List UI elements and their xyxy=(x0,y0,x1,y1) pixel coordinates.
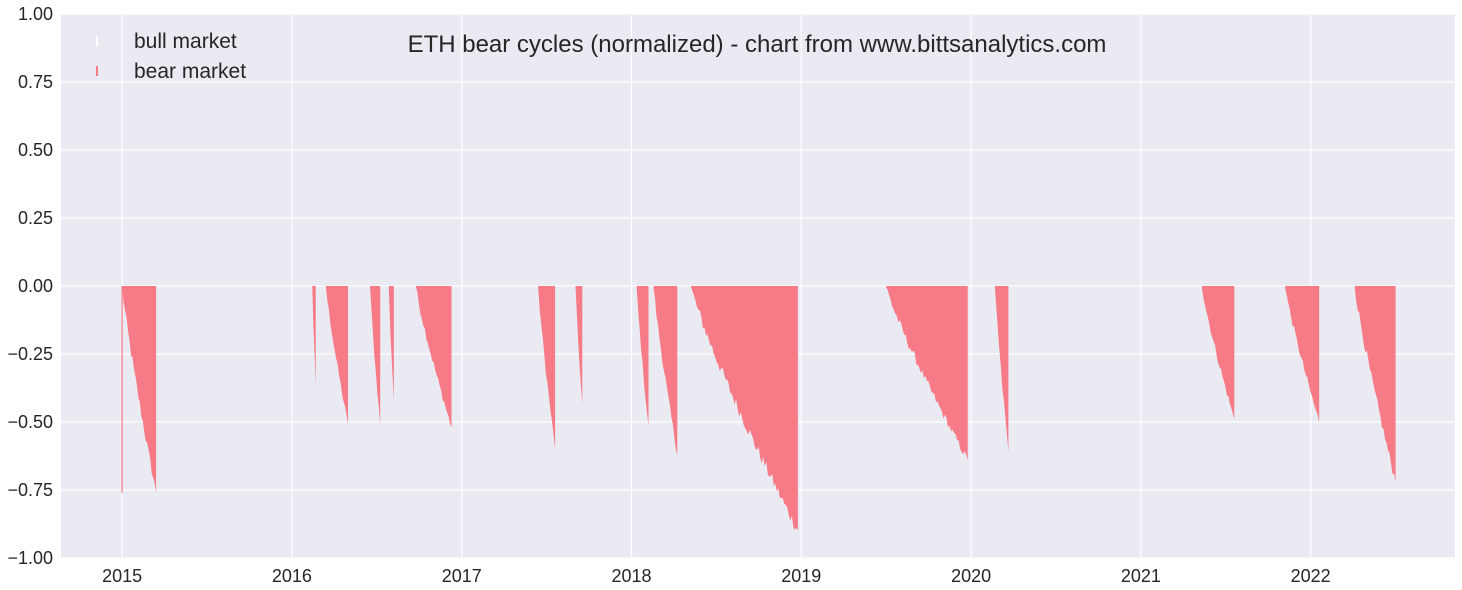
x-tick-label: 2021 xyxy=(1121,566,1161,586)
bear-market-bar xyxy=(1354,286,1396,482)
bear-market-bar xyxy=(325,286,348,425)
bear-market-bar xyxy=(653,286,678,455)
x-tick-label: 2015 xyxy=(102,566,142,586)
bear-market-bar xyxy=(690,286,798,531)
bear-market-bar xyxy=(994,286,1009,452)
x-tick-label: 2020 xyxy=(951,566,991,586)
y-tick-label: 1.00 xyxy=(18,4,53,24)
legend-label: bear market xyxy=(134,60,246,83)
bear-market-bar xyxy=(538,286,556,450)
bear-market-bar xyxy=(370,286,381,425)
x-tick-labels: 2015 2016 2017 2018 2019 2020 2021 2022 xyxy=(102,566,1331,586)
x-tick-label: 2016 xyxy=(272,566,312,586)
legend: bull market bear market xyxy=(96,30,246,83)
bear-market-bar xyxy=(1285,286,1320,422)
bear-market-bar xyxy=(312,286,316,385)
x-tick-label: 2019 xyxy=(781,566,821,586)
chart-title: ETH bear cycles (normalized) - chart fro… xyxy=(408,31,1107,58)
y-tick-label: −0.75 xyxy=(7,480,53,500)
y-tick-label: 0.00 xyxy=(18,276,53,296)
y-tick-labels: 1.00 0.75 0.50 0.25 0.00 −0.25 −0.50 −0.75 −1.00 xyxy=(7,4,53,568)
bear-market-bar xyxy=(388,286,394,401)
x-tick-label: 2017 xyxy=(442,566,482,586)
bear-market-bar xyxy=(636,286,649,426)
y-tick-label: 0.25 xyxy=(18,208,53,228)
y-tick-label: −0.25 xyxy=(7,344,53,364)
bear-market-bars xyxy=(121,286,1396,531)
bear-market-bar xyxy=(122,286,157,493)
x-tick-label: 2018 xyxy=(611,566,651,586)
bear-market-bar xyxy=(1202,286,1235,420)
legend-label: bull market xyxy=(134,30,237,53)
bear-market-bar xyxy=(886,286,968,461)
y-tick-label: −1.00 xyxy=(7,548,53,568)
y-tick-label: 0.50 xyxy=(18,140,53,160)
bear-market-bar xyxy=(575,286,583,405)
y-tick-label: 0.75 xyxy=(18,72,53,92)
y-tick-label: −0.50 xyxy=(7,412,53,432)
x-tick-label: 2022 xyxy=(1291,566,1331,586)
bear-market-bar xyxy=(415,286,452,428)
